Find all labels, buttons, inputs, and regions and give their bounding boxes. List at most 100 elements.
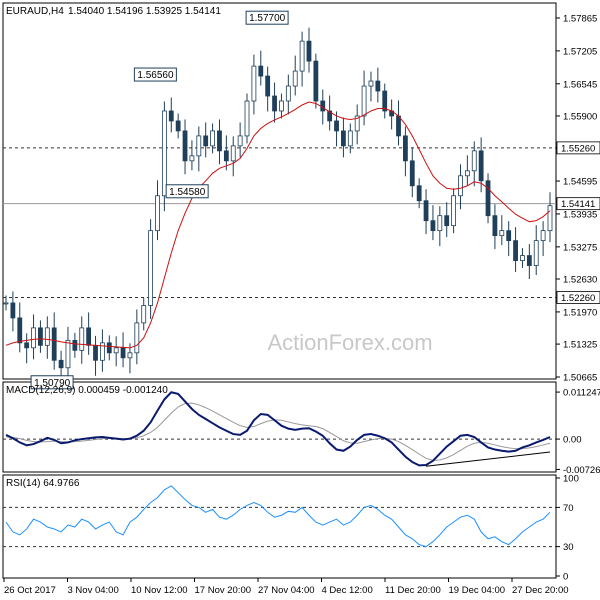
rsi-y-tick-label: 30 [563,542,574,553]
candle-body [547,205,553,232]
macd-signal-line [5,402,551,461]
price-annotation-label: 1.56560 [137,70,174,81]
rsi-y-tick-label: 70 [563,503,574,514]
candle-body [230,145,236,162]
candle-body [499,230,505,237]
candle-body [93,344,98,361]
x-tick-label: 10 Nov 12:00 [131,585,188,596]
macd-trendline [425,451,551,467]
level-tag-0: 1.55260 [561,143,595,154]
candle-body [148,230,154,306]
candle-body [485,180,491,217]
candle-body [444,215,450,227]
candle-body [341,130,346,147]
moving-average-line [5,101,551,349]
current-price-tag-box [556,197,600,211]
price-y-tick-label: 1.50665 [563,373,597,384]
candle-body [416,185,422,202]
candle-body [347,130,353,147]
candle-body [313,60,319,102]
candle-body [506,230,512,242]
candle-body [127,352,133,359]
price-annotation-label: 1.50790 [34,378,71,389]
watermark: ActionForex.com [267,330,432,355]
candle-body [251,65,257,102]
candle-body [38,327,43,346]
candle-body [437,215,443,232]
x-tick-label: 3 Nov 04:00 [68,585,119,596]
candle-body [320,100,326,112]
candle-body [58,359,64,369]
candle-body [182,130,188,162]
candle-body [464,170,470,177]
rsi-y-tick-label: 0 [563,572,568,583]
price-y-tick-label: 1.54595 [563,177,597,188]
candle-body [272,95,277,112]
candle-body [334,120,339,132]
candle-body [292,70,298,87]
candle-body [31,327,36,349]
macd-line [5,391,551,467]
candle-body [120,347,126,359]
candle-body [451,195,456,227]
price-y-tick-label: 1.51970 [563,307,597,318]
x-tick-label: 4 Dec 12:00 [322,585,373,596]
candle-body [533,240,539,266]
price-header-values: 1.54040 1.54196 1.53925 1.54141 [68,6,221,17]
candle-body [44,327,50,346]
candle-body [409,160,415,187]
price-y-tick-label: 1.52630 [563,275,597,286]
candle-body [478,150,484,182]
candle-body [189,155,195,162]
candle-body [100,342,105,361]
price-y-tick-label: 1.55900 [563,111,597,122]
candle-body [24,342,30,349]
candle-body [65,339,71,369]
candle-body [72,339,78,351]
candle-body [361,85,367,117]
price-annotation-box [133,67,177,82]
candle-body [3,302,9,305]
candle-body [17,317,23,344]
x-tick-label: 26 Oct 2017 [4,585,56,596]
candle-body [161,110,167,197]
candle-body [382,90,388,112]
rsi-y-tick-label: 100 [563,474,579,485]
price-annotation-label: 1.54580 [169,187,206,198]
candle-body [526,255,532,266]
candle-body [430,220,436,232]
candle-body [141,305,147,324]
candle-body [203,135,209,147]
price-y-tick-label: 1.56545 [563,79,597,90]
candle-body [258,65,264,77]
price-y-tick-label: 1.57865 [563,13,597,24]
price-panel-title: EURAUD,H4 [6,6,64,17]
x-tick-label: 17 Nov 20:00 [195,585,252,596]
candle-body [10,302,16,319]
price-panel-frame [2,2,557,380]
candle-body [520,255,525,261]
price-annotation-box [165,184,209,199]
macd-y-tick-label: -0.007263 [563,465,600,476]
candle-body [237,135,243,147]
price-y-tick-label: 1.57205 [563,46,597,57]
candle-body [402,135,408,162]
candle-body [134,322,140,354]
candle-body [492,215,498,237]
candle-body [471,150,477,172]
price-y-tick-label: 1.53275 [563,242,597,253]
candle-body [168,110,174,122]
price-y-tick-label: 1.51325 [563,340,597,351]
x-tick-label: 19 Dec 04:00 [449,585,506,596]
rsi-line [5,485,551,548]
candle-body [106,342,112,354]
current-price-tag: 1.54141 [561,199,595,210]
rsi-panel-frame [2,474,557,579]
candle-body [327,110,333,122]
price-annotation-box [245,10,289,25]
macd-y-tick-label: 0.011247 [563,388,600,399]
candle-body [285,85,291,102]
candle-body [196,135,202,157]
macd-y-tick-label: 0.00 [563,435,582,446]
